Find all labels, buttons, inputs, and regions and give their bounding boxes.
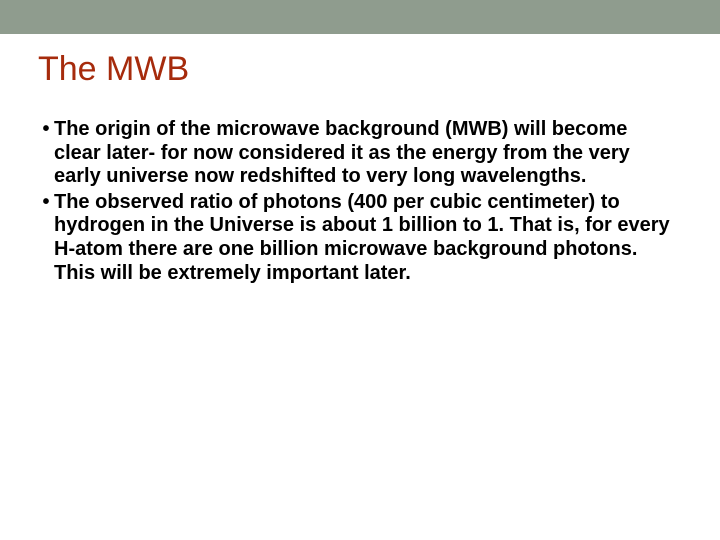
bullet-text: The observed ratio of photons (400 per c… xyxy=(54,191,678,285)
bullet-marker-icon: • xyxy=(38,118,54,142)
bullet-text: The origin of the microwave background (… xyxy=(54,118,678,189)
bullet-item: •The observed ratio of photons (400 per … xyxy=(38,191,678,285)
bullet-item: •The origin of the microwave background … xyxy=(38,118,678,189)
slide-body: •The origin of the microwave background … xyxy=(38,118,678,287)
bullet-marker-icon: • xyxy=(38,191,54,215)
top-color-band xyxy=(0,0,720,34)
slide: The MWB •The origin of the microwave bac… xyxy=(0,0,720,540)
slide-title: The MWB xyxy=(38,50,189,89)
